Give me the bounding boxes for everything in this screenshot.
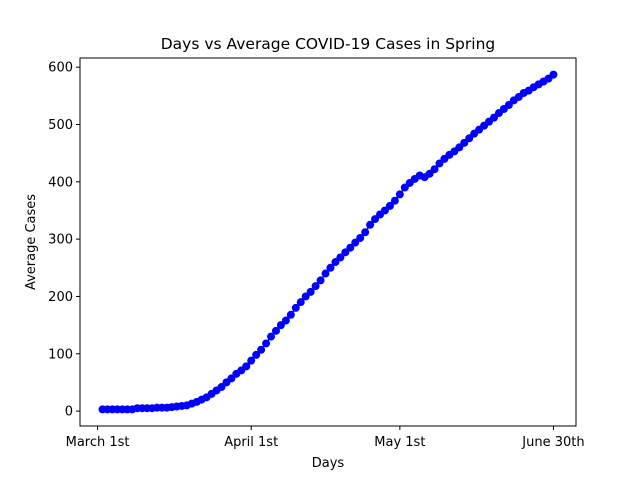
point: [257, 345, 266, 354]
y-tick-label: 200: [48, 290, 73, 305]
y-tick-label: 400: [48, 175, 73, 190]
x-tick-label: March 1st: [66, 435, 130, 450]
point: [311, 282, 320, 291]
x-tick-label: May 1st: [374, 435, 425, 450]
point: [390, 196, 399, 205]
point: [252, 350, 261, 359]
point: [430, 165, 439, 174]
point: [366, 220, 375, 229]
y-tick-label: 300: [48, 233, 73, 248]
point: [385, 201, 394, 210]
point: [306, 287, 315, 296]
point: [271, 326, 280, 335]
point: [549, 70, 558, 79]
point: [242, 362, 251, 371]
y-tick-label: 100: [48, 347, 73, 362]
point: [395, 190, 404, 199]
point: [316, 276, 325, 285]
point: [321, 269, 330, 278]
chart-title: Days vs Average COVID-19 Cases in Spring: [161, 35, 495, 53]
x-axis-label: Days: [312, 456, 345, 471]
plot-frame: [79, 57, 577, 427]
point: [286, 310, 295, 319]
y-tick-label: 500: [48, 118, 73, 133]
y-tick-label: 0: [65, 405, 73, 420]
x-tick-label: April 1st: [224, 435, 278, 450]
point: [296, 298, 305, 307]
point: [346, 243, 355, 252]
point: [361, 228, 370, 237]
point: [336, 253, 345, 262]
point: [262, 339, 271, 348]
y-tick-label: 600: [48, 61, 73, 76]
point: [291, 303, 300, 312]
point: [267, 332, 276, 341]
point: [356, 233, 365, 242]
y-axis-label: Average Cases: [24, 194, 39, 290]
x-tick-label: June 30th: [521, 435, 584, 450]
point: [281, 316, 290, 325]
point: [247, 356, 256, 365]
point: [326, 263, 335, 272]
